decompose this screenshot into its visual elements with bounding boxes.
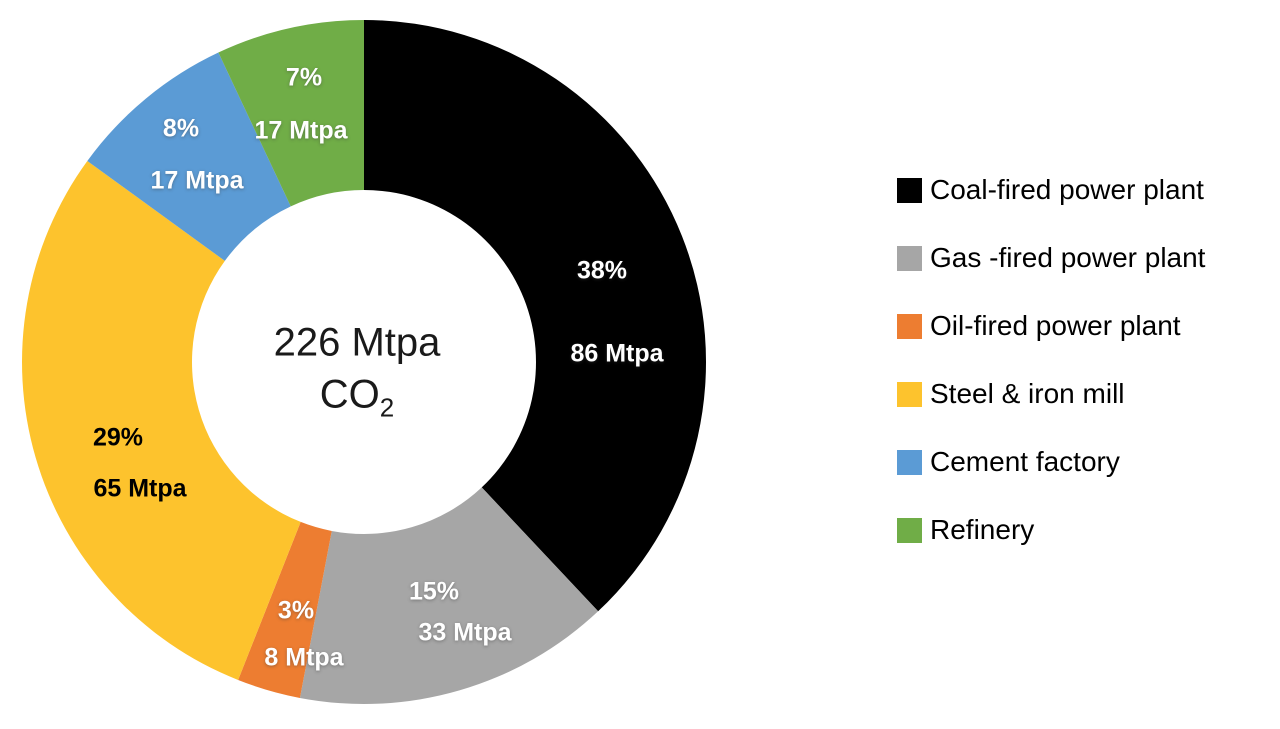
- slice-refinery: [218, 20, 364, 207]
- label-oil-pct: 3%: [277, 596, 315, 625]
- slice-oil-fired-power-plant: [238, 521, 332, 698]
- legend-item-steel: Steel & iron mill: [897, 378, 1205, 409]
- center-formula: CO2: [319, 372, 395, 423]
- gas-swatch-icon: [897, 245, 922, 271]
- refinery-swatch-icon: [897, 517, 922, 543]
- label-coal-value: 86 Mtpa: [570, 339, 664, 368]
- slice-steel-iron-mill: [22, 160, 301, 680]
- center-total: 226 Mtpa: [273, 320, 441, 365]
- legend-item-coal: Coal-fired power plant: [897, 174, 1205, 205]
- label-cement-pct: 8%: [162, 114, 200, 143]
- label-steel-value: 65 Mtpa: [93, 474, 187, 503]
- legend: Coal-fired power plant Gas -fired power …: [897, 174, 1205, 585]
- label-steel-pct: 29%: [92, 423, 144, 452]
- label-refinery-pct: 7%: [285, 63, 323, 92]
- label-gas-pct: 15%: [408, 577, 460, 606]
- legend-item-gas: Gas -fired power plant: [897, 242, 1205, 273]
- legend-item-oil: Oil-fired power plant: [897, 310, 1205, 341]
- label-coal-pct: 38%: [576, 256, 628, 285]
- label-cement-value: 17 Mtpa: [150, 166, 244, 195]
- slice-gas-fired-power-plant: [299, 487, 599, 704]
- slice-coal-fired-power-plant: [364, 20, 707, 612]
- cement-swatch-icon: [897, 449, 922, 475]
- legend-item-refinery: Refinery: [897, 514, 1205, 545]
- coal-swatch-icon: [897, 177, 922, 203]
- label-oil-value: 8 Mtpa: [264, 643, 344, 672]
- label-refinery-value: 17 Mtpa: [254, 116, 348, 145]
- donut-center-label: 226 Mtpa CO2: [274, 317, 441, 434]
- label-gas-value: 33 Mtpa: [418, 618, 512, 647]
- donut-slices: [22, 20, 707, 704]
- legend-item-cement: Cement factory: [897, 446, 1205, 477]
- steel-swatch-icon: [897, 381, 922, 407]
- slice-cement-factory: [87, 52, 291, 261]
- oil-swatch-icon: [897, 313, 922, 339]
